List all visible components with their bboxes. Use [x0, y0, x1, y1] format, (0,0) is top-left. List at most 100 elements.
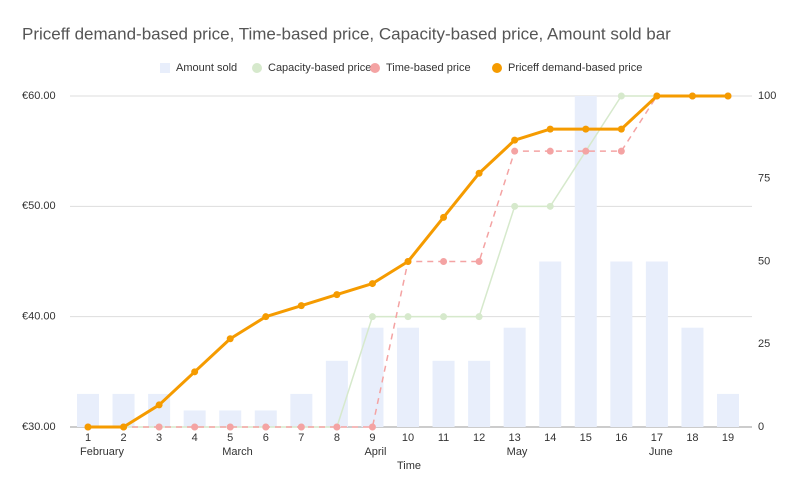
point [120, 423, 128, 431]
x-tick-label: 18 [686, 432, 698, 444]
bar [645, 261, 668, 427]
legend-swatch [370, 63, 380, 73]
bar [112, 393, 135, 427]
x-tick-label: 16 [615, 432, 627, 444]
x-tick-label: 3 [156, 432, 162, 444]
legend-label: Time-based price [386, 62, 471, 74]
point [582, 125, 590, 133]
x-tick-label: 4 [192, 432, 198, 444]
legend-swatch [252, 63, 262, 73]
point [688, 92, 696, 100]
x-tick-label: 11 [438, 432, 449, 444]
y-tick-label: €60.00 [22, 90, 56, 102]
point [155, 423, 163, 431]
point [546, 125, 554, 133]
point [368, 313, 376, 321]
x-tick-label: 9 [369, 432, 375, 444]
point [440, 313, 448, 321]
point [617, 147, 625, 155]
x-tick-label: 1 [85, 432, 91, 444]
bar [717, 393, 739, 427]
x-tick-label: 15 [580, 432, 592, 444]
point [546, 202, 554, 210]
bar [148, 393, 171, 427]
point [511, 136, 519, 144]
y-tick-label: €30.00 [22, 421, 56, 433]
point [226, 423, 234, 431]
point [475, 169, 483, 177]
point [440, 213, 448, 221]
bar [539, 261, 562, 427]
bar [397, 327, 419, 427]
point [84, 423, 92, 431]
y2-tick-label: 25 [758, 338, 770, 350]
point [617, 92, 625, 100]
y2-tick-label: 75 [758, 173, 770, 185]
legend-swatch [492, 63, 502, 73]
x-tick-label: 5 [227, 432, 233, 444]
x-tick-label: 2 [120, 432, 126, 444]
y-tick-label: €50.00 [22, 200, 56, 212]
month-label: April [364, 446, 386, 458]
month-label: June [649, 446, 673, 458]
point [368, 423, 376, 431]
bar [574, 96, 597, 427]
x-tick-label: 10 [402, 432, 414, 444]
x-tick-label: 13 [509, 432, 521, 444]
point [297, 302, 305, 310]
point [404, 313, 412, 321]
bar [325, 360, 348, 427]
point [653, 92, 661, 100]
bar [610, 261, 633, 427]
x-tick-label: 7 [298, 432, 304, 444]
legend-label: Priceff demand-based price [508, 62, 642, 74]
y-tick-label: €40.00 [22, 311, 56, 323]
bar [503, 327, 526, 427]
point [404, 258, 412, 265]
point [511, 202, 519, 210]
x-tick-label: 14 [544, 432, 556, 444]
point [191, 423, 199, 431]
bar [681, 327, 704, 427]
point [546, 147, 554, 155]
point [724, 92, 732, 100]
legend-label: Capacity-based price [268, 62, 371, 74]
point [511, 147, 519, 155]
x-tick-label: 12 [473, 432, 485, 444]
bar [290, 393, 313, 427]
bar [219, 410, 242, 427]
x-tick-label: 19 [722, 432, 734, 444]
bar [432, 360, 455, 427]
x-tick-label: 17 [651, 432, 663, 444]
chart-title: Priceff demand-based price, Time-based p… [22, 24, 671, 43]
point [582, 147, 590, 155]
x-axis-title: Time [397, 460, 421, 472]
bar [77, 393, 99, 427]
point [297, 423, 305, 431]
point [333, 423, 341, 431]
point [617, 125, 625, 133]
x-tick-label: 8 [334, 432, 340, 444]
point [440, 258, 448, 265]
point [226, 335, 234, 343]
bar [254, 410, 277, 427]
month-label: May [507, 446, 528, 458]
point [262, 423, 270, 431]
x-tick-label: 6 [263, 432, 269, 444]
point [155, 401, 163, 409]
legend-swatch [160, 63, 170, 73]
point [475, 313, 483, 321]
point [475, 258, 483, 265]
point [191, 368, 199, 376]
y2-tick-label: 100 [758, 90, 776, 102]
month-label: February [80, 446, 125, 458]
point [262, 313, 270, 321]
bar [183, 410, 206, 427]
y2-tick-label: 50 [758, 255, 770, 267]
point [368, 280, 376, 288]
legend-label: Amount sold [176, 62, 237, 74]
y2-tick-label: 0 [758, 421, 764, 433]
point [333, 291, 341, 299]
